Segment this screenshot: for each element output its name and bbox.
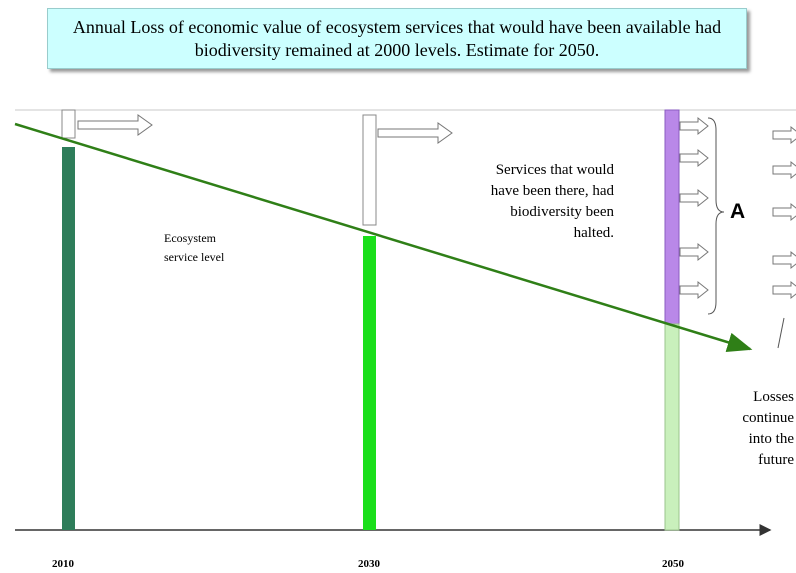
year-2010-label: 2010 bbox=[52, 558, 74, 570]
services-had-halted-label: Services that would have been there, had… bbox=[436, 160, 614, 244]
loss-arrow-2 bbox=[680, 150, 708, 166]
loss-arrow-5 bbox=[680, 282, 708, 298]
losses-continue-label: Losses continue into the future bbox=[720, 387, 794, 471]
future-arrow-2 bbox=[773, 162, 796, 178]
bar-2030 bbox=[363, 236, 376, 530]
bar-2010 bbox=[62, 147, 75, 530]
loss-arrow-1 bbox=[680, 118, 708, 134]
ecosystem-service-level-label: Ecosystem service level bbox=[164, 229, 224, 267]
arrow-2010 bbox=[78, 115, 152, 135]
year-2050-label: 2050 bbox=[662, 558, 684, 570]
loss-arrow-3 bbox=[680, 190, 708, 206]
bar-2050-loss bbox=[665, 110, 679, 324]
bar-2050 bbox=[665, 324, 679, 530]
future-tick bbox=[778, 318, 784, 348]
year-2030-label: 2030 bbox=[358, 558, 380, 570]
bar-2030-loss-box bbox=[363, 115, 376, 225]
bar-2010-loss-box bbox=[62, 110, 75, 138]
arrow-2030 bbox=[378, 123, 452, 143]
future-arrow-5 bbox=[773, 282, 796, 298]
loss-brace bbox=[708, 118, 724, 314]
loss-arrow-4 bbox=[680, 244, 708, 260]
area-a-label: A bbox=[730, 200, 745, 224]
future-arrow-4 bbox=[773, 252, 796, 268]
ecosystem-service-trend-line bbox=[15, 124, 750, 349]
future-arrow-1 bbox=[773, 127, 796, 143]
future-arrow-3 bbox=[773, 204, 796, 220]
